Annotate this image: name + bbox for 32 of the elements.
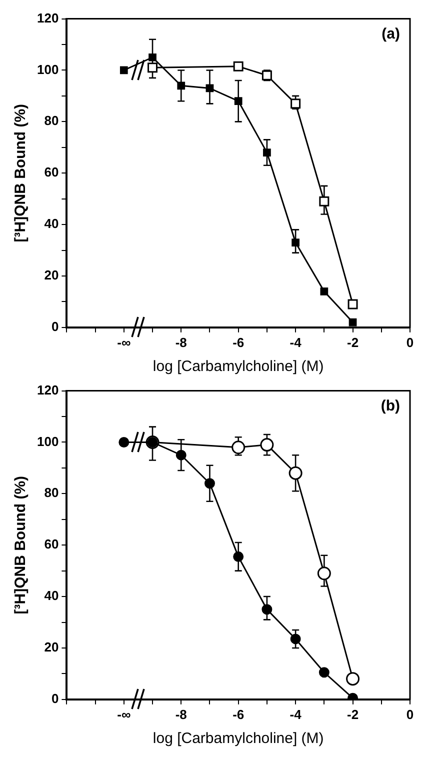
y-axis-title: [³H]QNB Bound (%) bbox=[12, 476, 30, 614]
y-tick-label: 120 bbox=[36, 10, 59, 26]
x-tick-label: -2 bbox=[347, 706, 359, 722]
annotation: (b) bbox=[380, 397, 400, 414]
y-tick-label: 60 bbox=[44, 536, 59, 552]
y-tick-label: 20 bbox=[44, 268, 59, 283]
y-tick-label: 80 bbox=[44, 485, 59, 500]
y-tick-label: 80 bbox=[44, 113, 59, 128]
x-tick-label: 0 bbox=[406, 334, 414, 350]
y-tick-label: 100 bbox=[36, 434, 59, 449]
y-tick-label: 100 bbox=[36, 62, 59, 77]
x-axis-title: log [Carbamylcholine] (M) bbox=[152, 358, 324, 376]
y-tick-label: 120 bbox=[36, 382, 59, 398]
y-tick-label: 60 bbox=[44, 164, 59, 180]
y-axis-title: [³H]QNB Bound (%) bbox=[12, 104, 30, 242]
x-axis-title: log [Carbamylcholine] (M) bbox=[152, 730, 324, 748]
x-tick-label: -6 bbox=[232, 334, 244, 350]
annotation: (a) bbox=[382, 25, 400, 42]
x-tick-label: -8 bbox=[175, 334, 187, 350]
y-tick-label: 40 bbox=[44, 216, 59, 232]
x-tick-label: -∞ bbox=[117, 706, 131, 722]
y-tick-label: 40 bbox=[44, 588, 59, 604]
y-tick-label: 0 bbox=[51, 690, 59, 706]
x-tick-label: -4 bbox=[290, 706, 302, 722]
x-tick-label: -2 bbox=[347, 334, 359, 350]
x-tick-label: -4 bbox=[290, 334, 302, 350]
x-tick-label: -6 bbox=[232, 706, 244, 722]
y-tick-label: 20 bbox=[44, 640, 59, 655]
x-tick-label: 0 bbox=[406, 706, 414, 722]
x-tick-label: -∞ bbox=[117, 334, 131, 350]
x-tick-label: -8 bbox=[175, 706, 187, 722]
y-tick-label: 0 bbox=[51, 318, 59, 334]
